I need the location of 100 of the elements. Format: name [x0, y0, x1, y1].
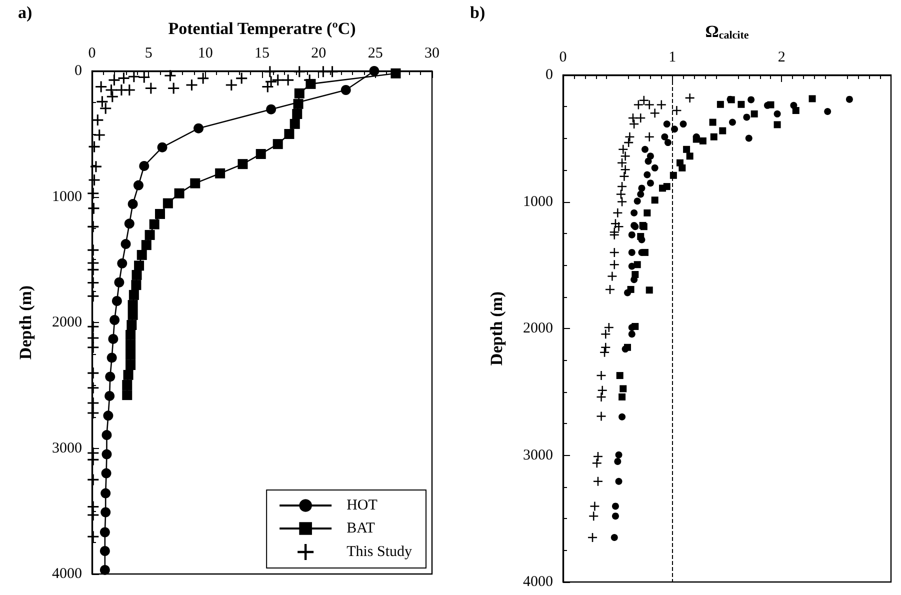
- point: [620, 172, 629, 181]
- point: [128, 199, 138, 210]
- point: [88, 474, 99, 486]
- point: [663, 120, 670, 128]
- point: [282, 74, 294, 86]
- point: [644, 209, 651, 216]
- point: [601, 330, 610, 339]
- point: [126, 360, 136, 370]
- point: [290, 118, 300, 129]
- point: [284, 129, 294, 139]
- point: [628, 231, 636, 238]
- point: [390, 68, 401, 78]
- point: [144, 230, 155, 240]
- point: [88, 501, 99, 512]
- point: [692, 136, 700, 143]
- point: [664, 139, 672, 146]
- point: [88, 188, 99, 199]
- point: [236, 72, 248, 84]
- point: [598, 386, 607, 395]
- point: [627, 286, 634, 293]
- point: [164, 70, 176, 82]
- point: [590, 502, 600, 511]
- point: [136, 250, 147, 260]
- point: [272, 74, 284, 86]
- point: [637, 232, 644, 240]
- point: [110, 314, 120, 325]
- point: [678, 164, 686, 172]
- point: [88, 277, 99, 288]
- point: [88, 290, 99, 302]
- point: [292, 109, 302, 120]
- point: [808, 95, 816, 102]
- point: [644, 158, 652, 165]
- point: [126, 340, 136, 350]
- point: [256, 148, 266, 159]
- point: [88, 174, 100, 186]
- point: [634, 100, 643, 110]
- point: [596, 371, 606, 380]
- point: [108, 334, 118, 344]
- point: [122, 390, 132, 400]
- point: [215, 168, 226, 178]
- y-tick-label: 3000: [523, 447, 553, 464]
- point: [680, 120, 687, 128]
- point: [105, 372, 116, 382]
- point: [614, 458, 622, 465]
- point: [131, 280, 142, 290]
- point: [634, 261, 641, 268]
- point: [743, 114, 750, 121]
- point: [124, 218, 134, 229]
- point: [106, 352, 117, 363]
- point: [683, 146, 690, 153]
- point: [88, 332, 99, 344]
- point: [628, 330, 636, 338]
- point: [190, 178, 200, 188]
- point: [624, 344, 632, 351]
- point: [88, 141, 100, 152]
- y-tick-label: 3000: [52, 440, 82, 456]
- point: [616, 372, 624, 380]
- point: [272, 139, 283, 150]
- point: [104, 390, 115, 401]
- point: [686, 152, 694, 160]
- point: [100, 527, 110, 538]
- point: [650, 108, 660, 118]
- point: [198, 72, 209, 84]
- point: [128, 310, 138, 320]
- point: [123, 370, 134, 380]
- point: [88, 397, 99, 408]
- point: [642, 248, 648, 256]
- x-tick-label: 15: [254, 46, 270, 62]
- y-axis-title: Depth (m): [16, 285, 35, 360]
- y-tick-label: 4000: [523, 574, 553, 590]
- point: [126, 320, 137, 330]
- point: [612, 512, 619, 520]
- x-tick-label: 20: [311, 46, 326, 62]
- legend-label: This Study: [346, 544, 412, 560]
- point: [632, 322, 639, 330]
- point: [139, 160, 150, 171]
- point: [100, 564, 110, 575]
- point: [128, 300, 138, 310]
- point: [103, 410, 114, 421]
- point: [656, 100, 666, 110]
- point: [114, 277, 124, 288]
- point: [174, 188, 184, 198]
- point: [88, 408, 99, 419]
- point: [100, 488, 111, 498]
- point: [613, 208, 622, 218]
- point: [824, 108, 832, 115]
- point: [124, 84, 135, 96]
- point: [644, 132, 654, 142]
- point: [226, 79, 237, 90]
- point: [630, 209, 638, 216]
- x-tick-label: 0: [88, 46, 96, 62]
- point: [614, 222, 624, 232]
- point: [642, 146, 648, 153]
- point: [155, 208, 165, 219]
- point: [710, 133, 718, 140]
- point: [596, 412, 606, 421]
- point: [90, 161, 102, 172]
- x-tick-label: 1: [668, 50, 676, 66]
- y-tick-label: 4000: [52, 566, 82, 582]
- point: [636, 113, 646, 122]
